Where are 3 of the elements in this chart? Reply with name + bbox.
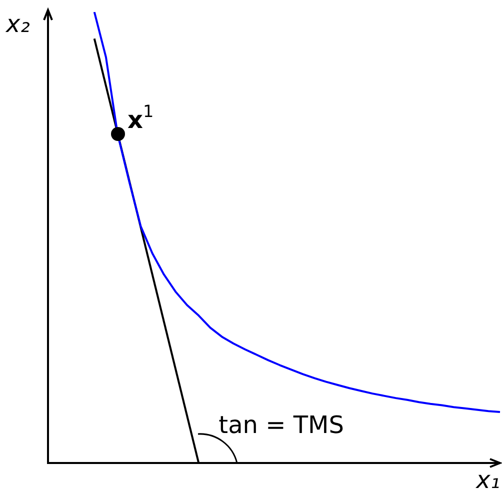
x-axis-title: x₁	[475, 466, 500, 493]
annotation: tan = TMS	[218, 411, 344, 439]
y-axis-title: x₂	[5, 10, 30, 38]
